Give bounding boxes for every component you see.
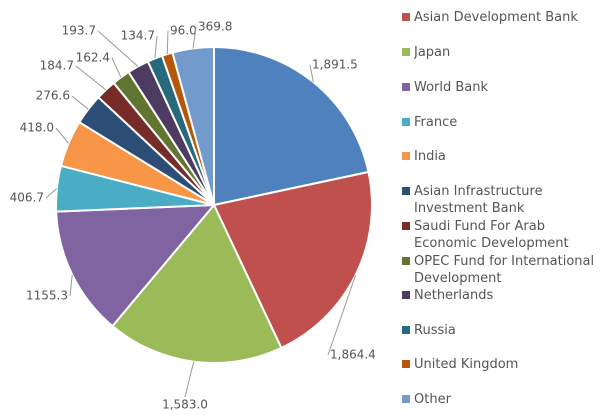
legend-label: United Kingdom — [414, 357, 519, 372]
legend-swatch — [402, 360, 410, 368]
leader-line — [111, 57, 122, 78]
data-label: 1,891.5 — [312, 58, 358, 72]
legend-item: India — [400, 148, 602, 165]
data-label: 184.7 — [40, 59, 74, 73]
legend-label: Japan — [414, 45, 451, 60]
leader-line — [192, 26, 197, 49]
legend-item: World Bank — [400, 79, 602, 96]
legend-item: Netherlands — [400, 287, 602, 304]
leader-line — [184, 361, 195, 398]
leader-line — [154, 35, 158, 59]
data-label: 193.7 — [62, 24, 96, 38]
leader-line — [69, 274, 73, 297]
leader-line — [45, 188, 58, 199]
legend-swatch — [402, 48, 410, 56]
data-label: 406.7 — [10, 191, 44, 205]
legend-swatch — [402, 13, 410, 21]
legend-swatch — [402, 395, 410, 403]
data-label: 1,583.0 — [162, 398, 208, 412]
leader-line — [55, 127, 69, 144]
legend-label: Russia — [414, 323, 456, 338]
legend-item: Japan — [400, 44, 602, 61]
legend-item: Asian Infrastructure Investment Bank — [400, 183, 602, 217]
data-label: 276.6 — [36, 89, 70, 103]
legend-item: France — [400, 114, 602, 131]
legend-swatch — [402, 83, 410, 91]
leader-line — [97, 30, 139, 67]
legend-label: Other — [414, 392, 451, 407]
leader-line — [166, 30, 169, 55]
legend: Asian Development Bank Japan World Bank Fra… — [400, 0, 602, 415]
legend-item: United Kingdom — [400, 356, 602, 373]
legend-item: Asian Development Bank — [400, 9, 602, 26]
legend-label: Asian Development Bank — [414, 10, 578, 25]
leader-line — [75, 65, 107, 91]
pie-slice — [212, 170, 373, 350]
legend-swatch — [402, 187, 410, 195]
legend-swatch — [402, 257, 410, 265]
legend-swatch — [402, 291, 410, 299]
data-label: 418.0 — [20, 121, 54, 135]
legend-label: Asian Infrastructure Investment Bank — [414, 184, 543, 216]
legend-label: Netherlands — [414, 288, 494, 303]
legend-label: India — [414, 149, 446, 164]
leader-line — [71, 95, 89, 110]
legend-swatch — [402, 222, 410, 230]
legend-swatch — [402, 326, 410, 334]
data-label: 1155.3 — [26, 289, 68, 303]
legend-item: Saudi Fund For Arab Economic Development — [400, 218, 602, 252]
data-label: 162.4 — [76, 51, 110, 65]
legend-label: World Bank — [414, 80, 489, 95]
pie-slice — [171, 45, 215, 206]
legend-item: OPEC Fund for International Development — [400, 253, 602, 287]
legend-label: France — [414, 115, 458, 130]
pie-slice — [55, 203, 217, 328]
pie-chart: 1,891.5 1,864.4 1,583.0 1155.3 406.7 418.0 276… — [10, 20, 376, 412]
legend-label: OPEC Fund for International Development — [414, 254, 595, 286]
data-label: 96.0 — [170, 24, 197, 38]
legend-item: Russia — [400, 322, 602, 339]
legend-swatch — [402, 118, 410, 126]
pie-slice — [213, 45, 370, 207]
data-label: 369.8 — [198, 20, 232, 34]
legend-label: Saudi Fund For Arab Economic Development — [414, 219, 569, 251]
legend-swatch — [402, 152, 410, 160]
leader-line — [309, 64, 314, 83]
data-label: 134.7 — [121, 29, 155, 43]
legend-item: Other — [400, 391, 602, 408]
data-label: 1,864.4 — [330, 348, 376, 362]
leader-line — [327, 274, 357, 356]
